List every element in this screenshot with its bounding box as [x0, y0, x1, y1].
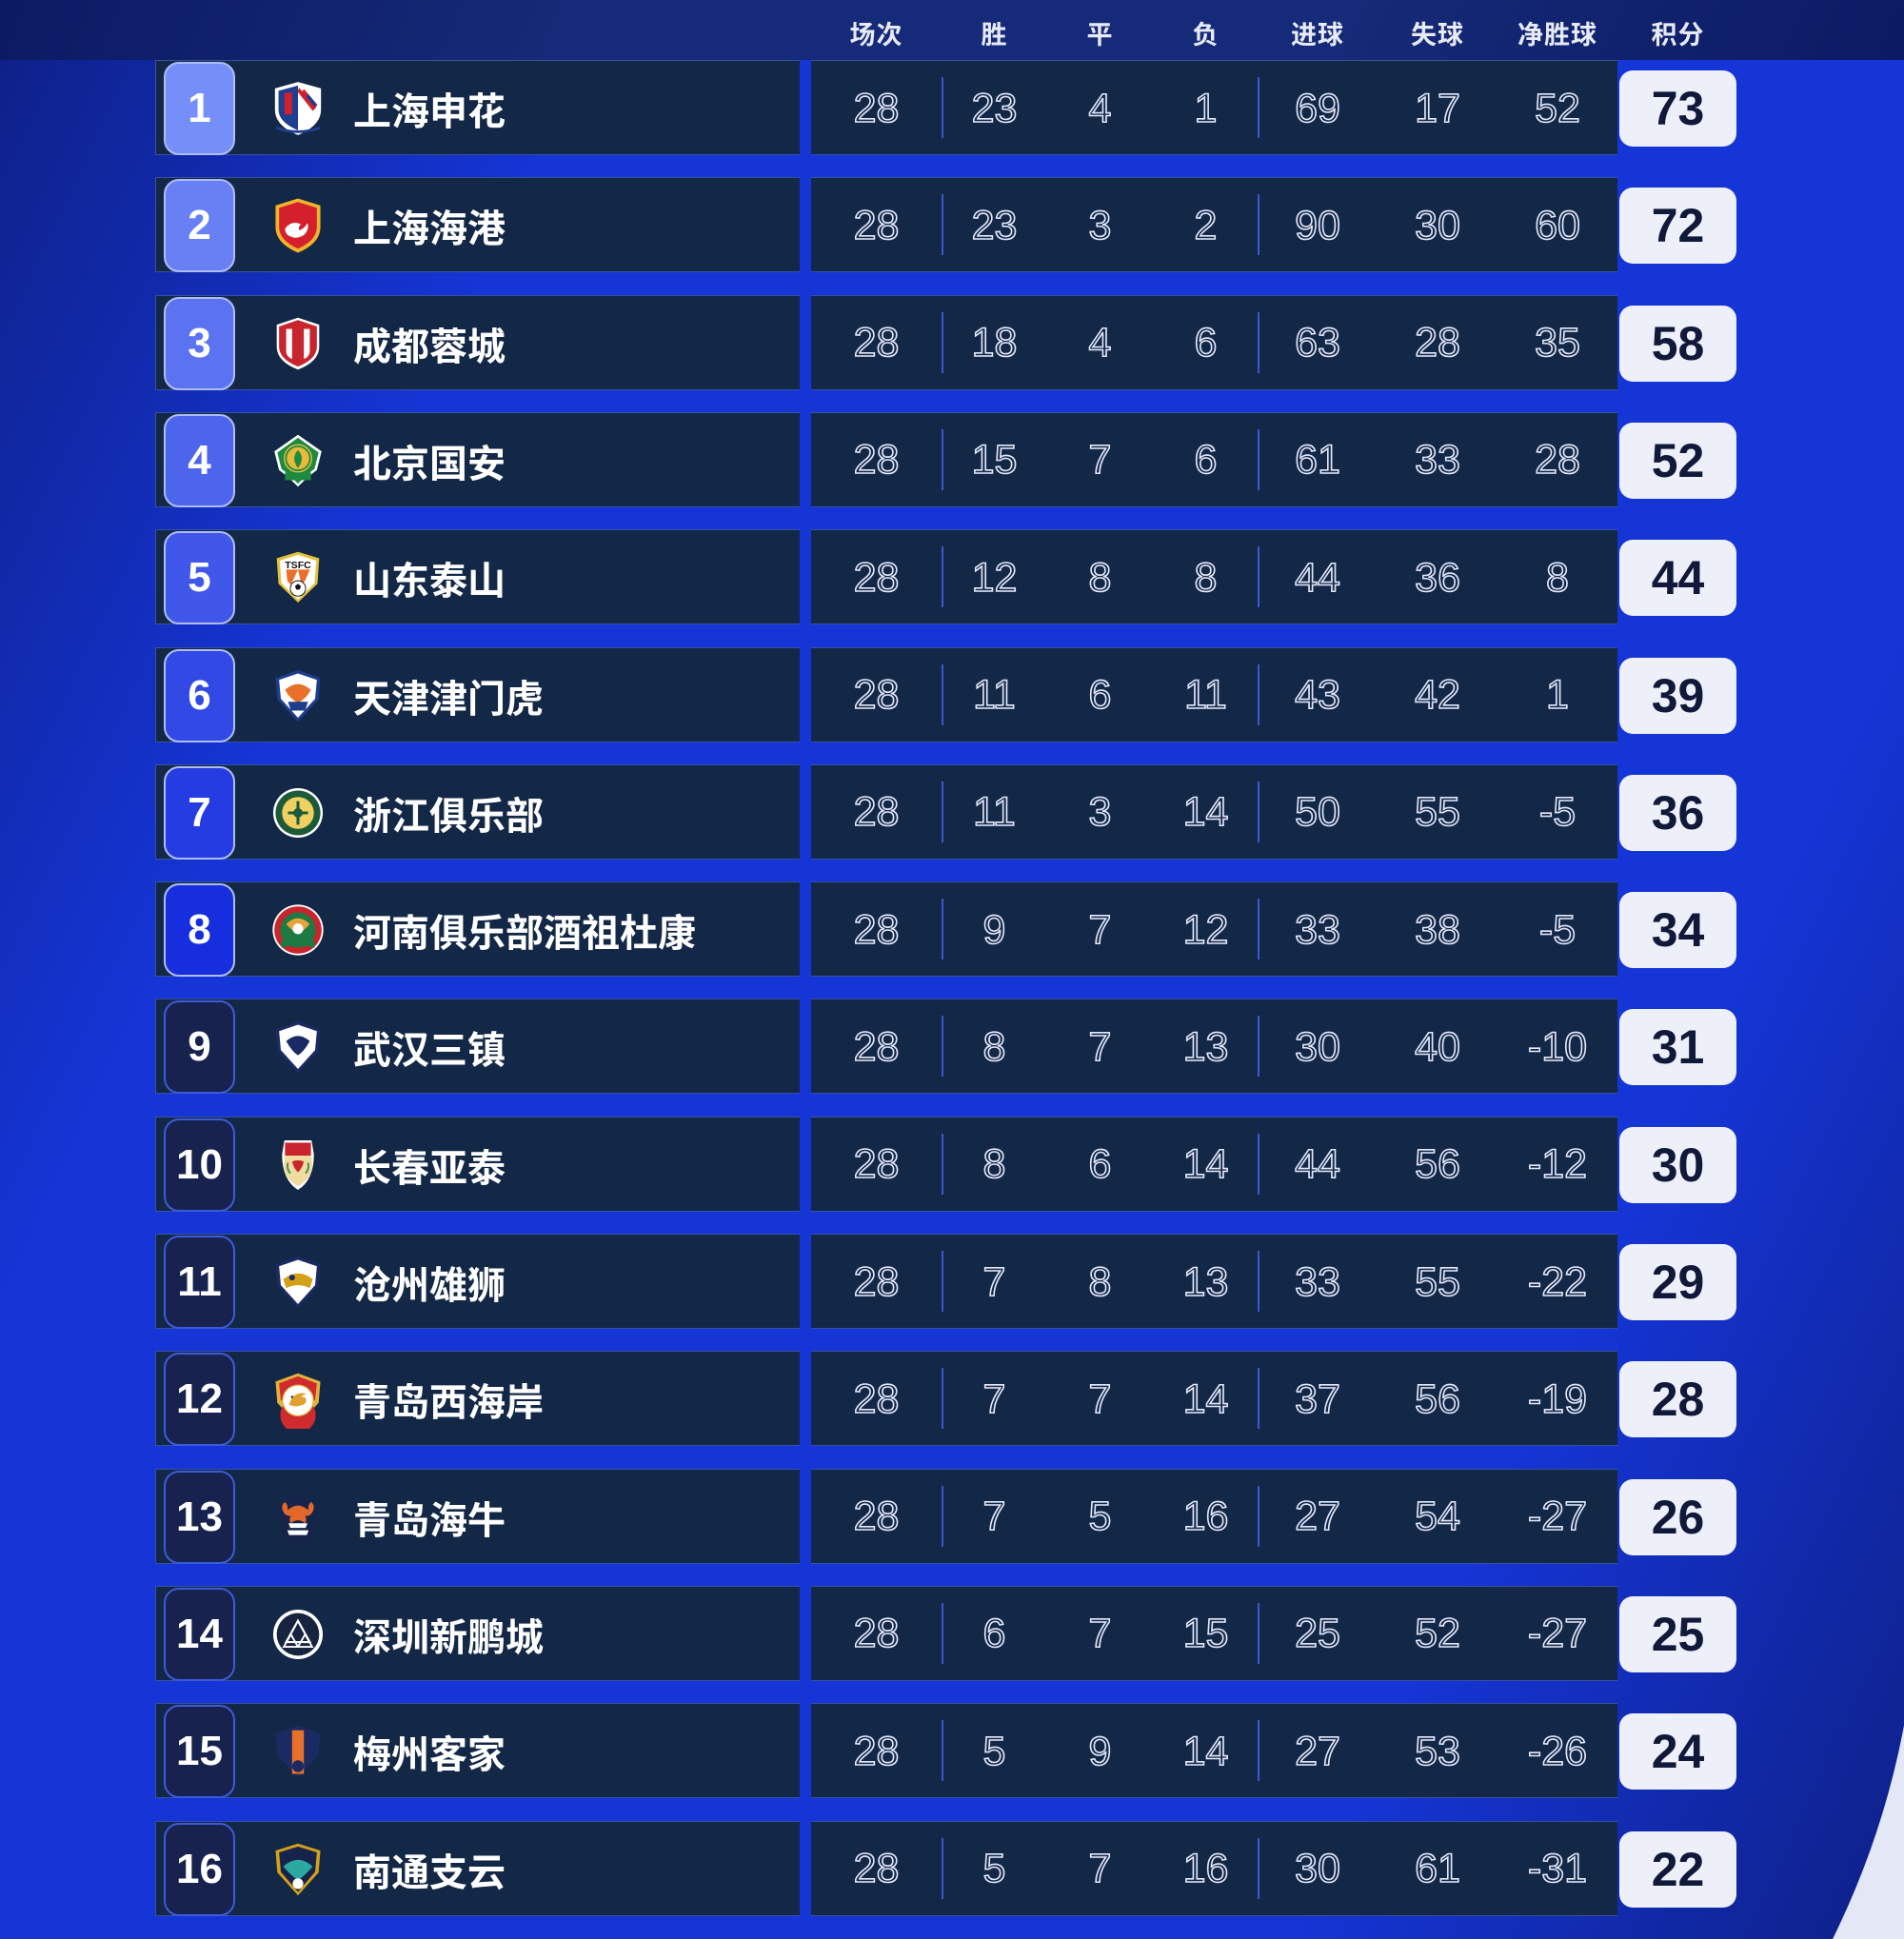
svg-text:TSFC: TSFC: [285, 560, 311, 571]
